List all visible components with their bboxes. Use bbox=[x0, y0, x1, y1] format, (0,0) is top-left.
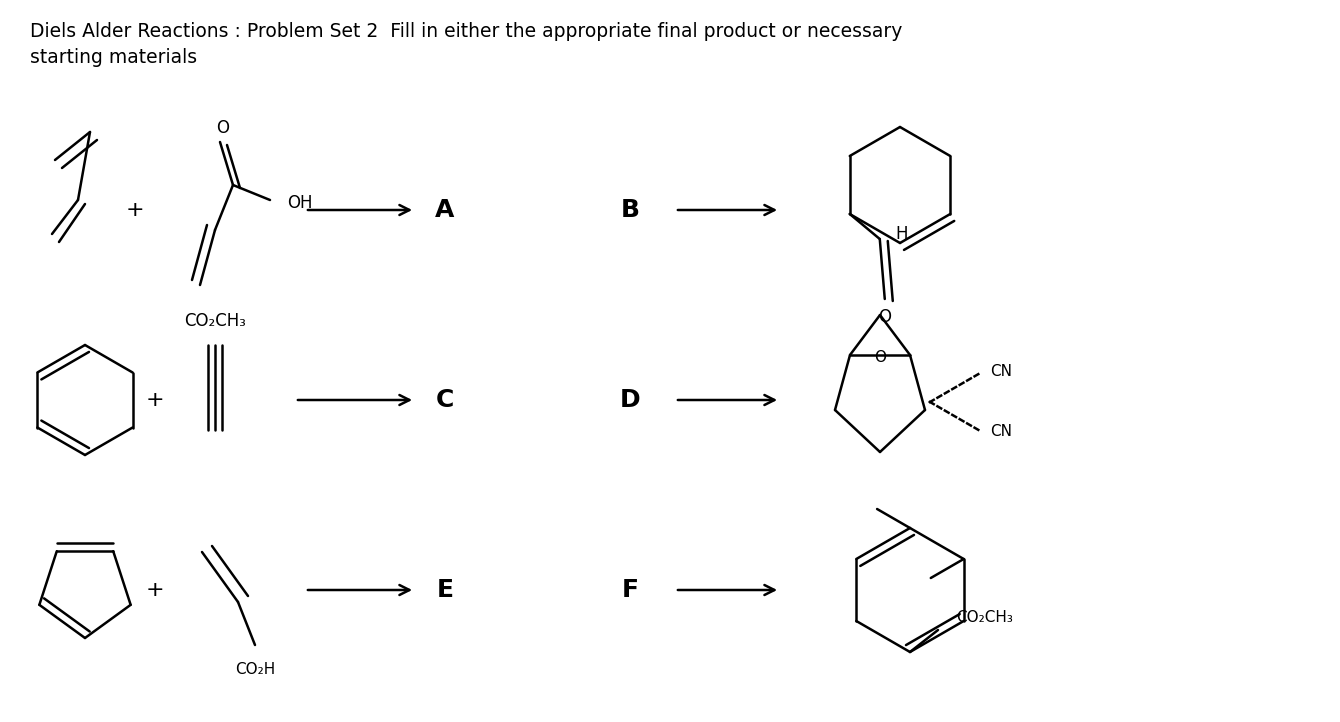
Text: CO₂H: CO₂H bbox=[234, 662, 275, 677]
Text: CN: CN bbox=[990, 425, 1012, 440]
Text: D: D bbox=[619, 388, 641, 412]
Text: H: H bbox=[895, 225, 909, 243]
Text: E: E bbox=[437, 578, 453, 602]
Text: O: O bbox=[874, 350, 886, 365]
Text: A: A bbox=[436, 198, 454, 222]
Text: CO₂CH₃: CO₂CH₃ bbox=[184, 312, 247, 330]
Text: OH: OH bbox=[287, 194, 312, 212]
Text: CN: CN bbox=[990, 365, 1012, 380]
Text: +: + bbox=[126, 200, 145, 220]
Text: starting materials: starting materials bbox=[29, 48, 197, 67]
Text: +: + bbox=[146, 390, 165, 410]
Text: CO₂CH₃: CO₂CH₃ bbox=[957, 609, 1013, 625]
Text: Diels Alder Reactions : Problem Set 2  Fill in either the appropriate final prod: Diels Alder Reactions : Problem Set 2 Fi… bbox=[29, 22, 902, 41]
Text: B: B bbox=[620, 198, 639, 222]
Text: F: F bbox=[622, 578, 638, 602]
Text: O: O bbox=[878, 308, 891, 326]
Text: C: C bbox=[436, 388, 454, 412]
Text: O: O bbox=[217, 119, 229, 137]
Text: +: + bbox=[146, 580, 165, 600]
